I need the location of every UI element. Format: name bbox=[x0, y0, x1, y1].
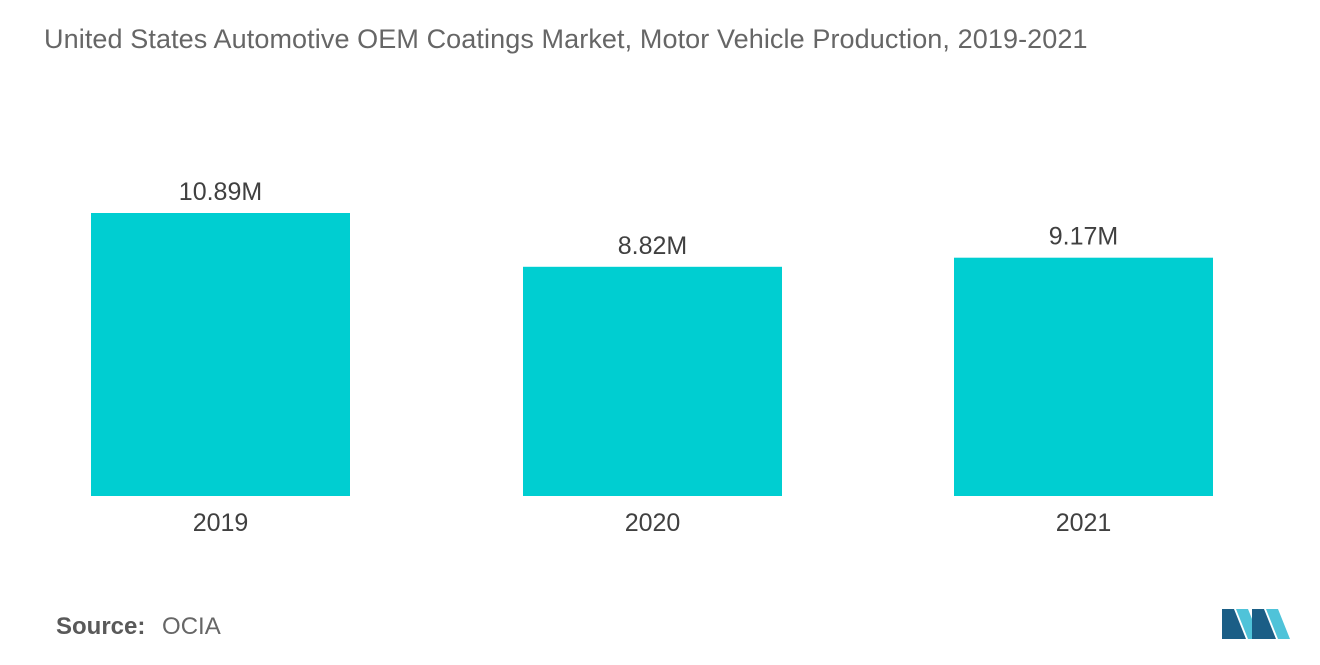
data-label-2019: 10.89M bbox=[179, 178, 262, 206]
bar-2020 bbox=[523, 266, 782, 496]
chart-title: United States Automotive OEM Coatings Ma… bbox=[44, 24, 1088, 54]
bar-2021 bbox=[954, 257, 1213, 496]
source-note: Source: OCIA bbox=[56, 613, 221, 641]
data-label-2021: 9.17M bbox=[1049, 223, 1118, 251]
x-tick-label-2019: 2019 bbox=[193, 509, 249, 537]
bar-2019 bbox=[91, 213, 350, 496]
source-label: Source: bbox=[56, 613, 146, 640]
bar-chart: 10.89M 2019 8.82M 2020 9.17M 2021 bbox=[91, 178, 1213, 537]
mordor-intelligence-logo-icon bbox=[1222, 609, 1290, 639]
x-tick-label-2021: 2021 bbox=[1056, 509, 1112, 537]
x-tick-label-2020: 2020 bbox=[625, 509, 681, 537]
data-label-2020: 8.82M bbox=[618, 232, 687, 260]
source-value: OCIA bbox=[162, 613, 221, 640]
